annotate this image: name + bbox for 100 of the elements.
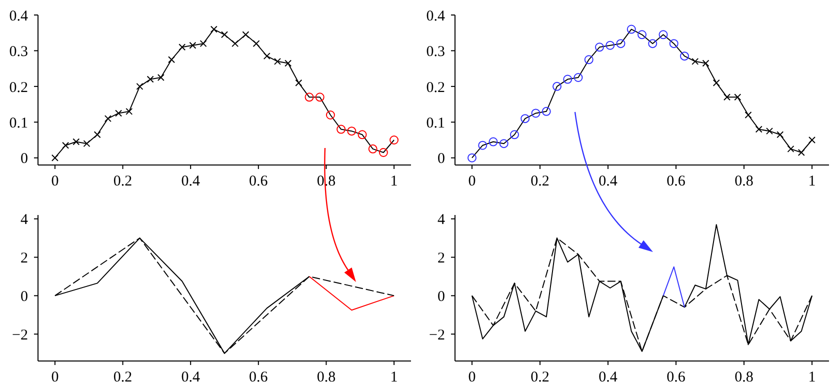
- point: [755, 126, 762, 133]
- point: [584, 55, 594, 64]
- y-tick-label: 0: [438, 289, 445, 306]
- point: [626, 24, 636, 34]
- point: [284, 60, 292, 67]
- point: [115, 110, 122, 117]
- point: [787, 145, 794, 152]
- point: [378, 148, 388, 157]
- y-tick-label: 0.1: [9, 115, 28, 132]
- point: [776, 131, 784, 138]
- x-tick-label: 0.4: [181, 370, 200, 386]
- point: [712, 79, 720, 86]
- point: [146, 76, 154, 83]
- x-tick-label: 0.2: [113, 174, 132, 190]
- point: [658, 30, 668, 40]
- point: [616, 39, 626, 48]
- point: [83, 140, 90, 148]
- point: [221, 31, 228, 38]
- point: [126, 108, 133, 115]
- x-tick-label: 0.4: [181, 174, 200, 190]
- x-tick-label: 1: [390, 370, 398, 386]
- y-tick-label: 2: [438, 250, 445, 267]
- point: [531, 108, 540, 118]
- x-tick-label: 0.6: [249, 174, 268, 190]
- point: [274, 58, 281, 65]
- point: [72, 138, 80, 146]
- point: [648, 39, 658, 48]
- y-tick-label: 0.3: [426, 44, 445, 60]
- point: [542, 106, 551, 116]
- y-tick-label: 0.2: [9, 80, 28, 96]
- x-tick-label: 0: [468, 174, 476, 190]
- point: [468, 153, 476, 162]
- x-tick-label: 0.6: [249, 370, 268, 386]
- point: [669, 39, 678, 48]
- point: [702, 60, 710, 67]
- point: [390, 136, 399, 144]
- point: [499, 139, 508, 148]
- point: [51, 154, 58, 162]
- x-tick-label: 0.6: [666, 370, 686, 386]
- y-tick-label: 0: [20, 289, 28, 306]
- y-tick-label: −2: [429, 327, 445, 344]
- point: [242, 31, 250, 38]
- y-tick-label: 4: [438, 212, 446, 228]
- x-tick-label: 0.6: [666, 174, 686, 190]
- x-tick-label: 0.2: [530, 370, 550, 386]
- x-tick-label: 0.4: [598, 370, 618, 386]
- point: [315, 92, 324, 102]
- y-tick-label: 0: [438, 151, 445, 168]
- point: [189, 42, 196, 49]
- x-tick-label: 0.2: [530, 174, 550, 190]
- point: [358, 130, 367, 140]
- x-tick-label: 1: [808, 174, 816, 190]
- point: [744, 112, 752, 118]
- point: [326, 110, 335, 120]
- point: [136, 82, 144, 90]
- point: [606, 40, 615, 50]
- point: [552, 82, 562, 91]
- point: [368, 144, 378, 154]
- y-tick-label: 2: [20, 250, 28, 267]
- point: [734, 94, 742, 101]
- x-tick-label: 1: [808, 370, 816, 386]
- point: [478, 140, 488, 150]
- x-tick-label: 1: [390, 174, 398, 190]
- point: [304, 92, 314, 102]
- point: [263, 52, 270, 60]
- point: [563, 74, 572, 84]
- y-tick-label: 0.2: [426, 80, 445, 96]
- point: [808, 136, 816, 144]
- point: [574, 73, 583, 82]
- point: [724, 94, 730, 101]
- point: [692, 58, 699, 65]
- point: [210, 26, 218, 33]
- y-tick-label: 0: [20, 151, 28, 168]
- point: [200, 40, 207, 48]
- y-tick-label: 4: [20, 212, 28, 228]
- y-tick-label: 0.3: [9, 44, 28, 60]
- x-tick-label: 0: [468, 370, 476, 386]
- point: [347, 126, 356, 136]
- point: [178, 44, 186, 51]
- point: [232, 40, 239, 48]
- point: [252, 40, 260, 48]
- point: [488, 137, 498, 146]
- x-tick-label: 0.4: [598, 174, 618, 190]
- x-tick-label: 0.8: [734, 174, 754, 190]
- point: [94, 131, 101, 138]
- point: [168, 56, 176, 64]
- point: [595, 42, 604, 52]
- point: [520, 114, 530, 124]
- x-tick-label: 0.8: [316, 370, 336, 386]
- point: [680, 52, 689, 61]
- point: [766, 128, 773, 135]
- point: [510, 130, 519, 140]
- x-tick-label: 0.8: [734, 370, 754, 386]
- x-tick-label: 0: [51, 370, 59, 386]
- point: [157, 74, 164, 81]
- x-tick-label: 0.2: [113, 370, 132, 386]
- y-tick-label: −2: [12, 327, 28, 344]
- y-tick-label: 0.4: [9, 8, 28, 24]
- point: [295, 79, 302, 86]
- point: [638, 30, 646, 40]
